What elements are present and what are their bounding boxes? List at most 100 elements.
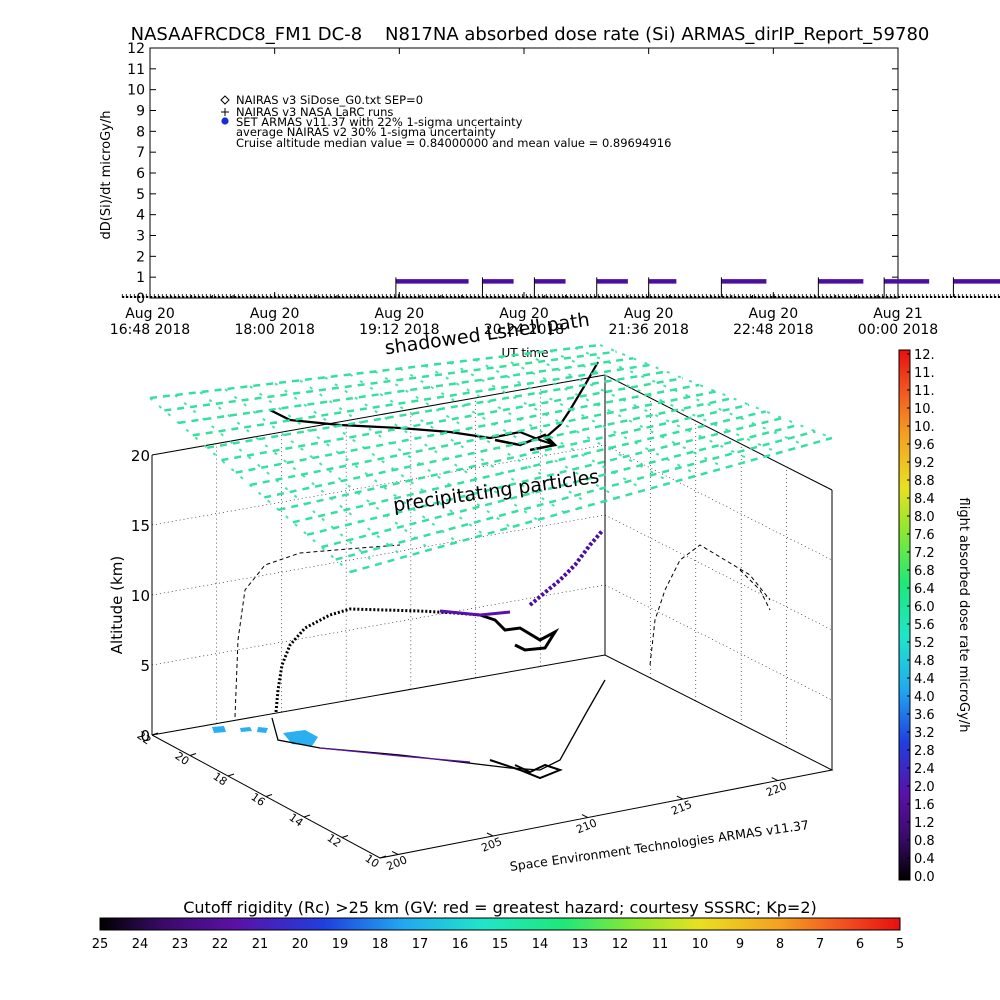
altitude-tick-label: 20: [131, 447, 150, 465]
latitude-tick-mark: [341, 835, 349, 838]
particle-grid-row: [278, 403, 750, 512]
latitude-tick-label: 12: [325, 831, 344, 850]
legend-entry-larc: NAIRAS v3 NASA LaRC runs: [236, 105, 393, 119]
x-tick-time: 18:00 2018: [234, 322, 314, 338]
rigidity-tick-label: 11: [652, 937, 669, 952]
rigidity-tick-label: 22: [212, 937, 229, 952]
back-wall-gridline: [151, 374, 606, 456]
side-wall-gridline: [604, 444, 833, 561]
y-tick-label: 0: [136, 291, 145, 307]
dose-colorbar-ticks: 12. 11. 11. 10. 10. 9.6 9.2 8.8 8.4 8.0 7.6 7.2 6.8 6…: [907, 348, 935, 885]
x-tick-day: Aug 20: [375, 306, 425, 322]
z-axis-label: Altitude (km): [108, 556, 126, 654]
y-tick-label: 5: [136, 187, 145, 203]
dose-tick-label: 3.2: [914, 726, 935, 741]
x-tick-time: 19:12 2018: [359, 322, 439, 338]
dose-tick-label: 4.8: [914, 654, 935, 669]
rigidity-tick-label: 18: [372, 937, 389, 952]
longitude-tick-mark: [391, 851, 399, 855]
rigidity-tick-label: 15: [492, 937, 509, 952]
rigidity-tick-label: 10: [692, 937, 709, 952]
y-tick-label: 7: [136, 145, 145, 161]
rigidity-tick-label: 19: [332, 937, 349, 952]
latitude-tick-label: 10: [363, 852, 382, 871]
annotation-precipitating-particles: precipitating particles: [392, 466, 601, 517]
latitude-tick-label: 16: [249, 790, 268, 809]
rigidity-tick-label: 20: [292, 937, 309, 952]
legend-entry-cruise: Cruise altitude median value = 0.8400000…: [236, 136, 671, 150]
y-axis-label: dD(Si)/dt microGy/h: [99, 111, 114, 240]
particle-grid-row: [292, 410, 766, 524]
latitude-tick-mark: [227, 773, 235, 777]
particle-grid-row: [164, 350, 617, 412]
altitude-tick-label: 0: [140, 727, 150, 745]
rigidity-tick-label: 16: [452, 937, 469, 952]
credit-text: Space Environment Technologies ARMAS v11…: [509, 817, 810, 874]
longitude-tick-mark: [581, 814, 589, 818]
rigidity-colorbar-ticks: 25 24 23 22 21 20 19 18 17 16 15 14 13 12 11 10 9 8 7 6 5: [92, 937, 904, 952]
x-tick-time: 20:24 2018: [484, 322, 564, 338]
rigidity-tick-label: 21: [252, 937, 269, 952]
back-wall-gridline: [151, 514, 606, 596]
dose-tick-label: 12.: [914, 348, 935, 363]
rigidity-tick-label: 24: [132, 937, 149, 952]
x-tick-day: Aug 20: [499, 306, 549, 322]
wall-grid: [151, 374, 833, 771]
altitude-ticks: 0 5 10 15 20: [131, 447, 150, 745]
ground-map: [212, 726, 318, 746]
dose-tick-label: 10.: [914, 420, 935, 435]
legend-entry-nairas-v2: average NAIRAS v2 30% 1-sigma uncertaint…: [236, 125, 496, 139]
altitude-tick-label: 10: [131, 587, 150, 605]
particle-grid-col: [249, 385, 458, 544]
longitude-tick-mark: [486, 832, 494, 837]
particle-grid-row: [192, 363, 650, 437]
dose-tick-label: 9.6: [914, 438, 935, 453]
dose-colorbar-label: flight absorbed dose rate microGy/h: [956, 498, 971, 733]
side-wall-gridline: [604, 654, 833, 771]
side-wall-gridline: [604, 374, 833, 491]
dose-tick-label: 11.: [914, 384, 935, 399]
y-tick-label: 11: [127, 62, 145, 78]
rigidity-tick-label: 12: [612, 937, 629, 952]
legend-entry-armas: SET ARMAS v11.37 with 22% 1-sigma uncert…: [236, 115, 523, 129]
x-tick-time: 22:48 2018: [733, 322, 813, 338]
back-wall-gridline: [151, 444, 606, 526]
dose-tick-label: 7.6: [914, 528, 935, 543]
dose-tick-label: 9.2: [914, 456, 935, 471]
latitude-tick-mark: [379, 855, 387, 859]
dose-tick-label: 3.6: [914, 708, 935, 723]
particle-grid-row: [178, 357, 634, 425]
dose-tick-label: 6.8: [914, 564, 935, 579]
dose-colorbar: 12. 11. 11. 10. 10. 9.6 9.2 8.8 8.4 8.0 7.6 7.2 6.8 6…: [898, 348, 935, 885]
particle-grid-col: [224, 388, 431, 551]
dose-tick-label: 8.8: [914, 474, 935, 489]
particle-grid-col: [149, 397, 351, 573]
dose-tick-label: 8.4: [914, 492, 935, 507]
dose-tick-label: 8.0: [914, 510, 935, 525]
latitude-tick-label: 18: [211, 770, 230, 789]
rigidity-tick-label: 7: [816, 937, 824, 952]
dose-tick-label: 2.8: [914, 744, 935, 759]
larc-marker-icon: [221, 108, 229, 116]
wall-projection: [234, 544, 771, 718]
latitude-tick-mark: [265, 794, 273, 797]
dose-tick-label: 5.6: [914, 618, 935, 633]
y-tick-label: 12: [127, 41, 145, 57]
y-tick-label: 4: [136, 208, 145, 224]
ground-track: [271, 679, 606, 780]
latitude-tick-mark: [151, 732, 159, 736]
latitude-tick-label: 20: [173, 749, 192, 768]
y-tick-label: 6: [136, 166, 145, 182]
dose-tick-label: 1.2: [914, 816, 935, 831]
nairas-marker-icon: [220, 95, 230, 105]
latitude-tick-label: 14: [287, 811, 306, 830]
rigidity-tick-label: 25: [92, 937, 109, 952]
dose-tick-label: 4.4: [914, 672, 935, 687]
y-tick-label: 10: [127, 83, 145, 99]
x-tick-time: 21:36 2018: [608, 322, 688, 338]
rigidity-colorbar-gradient: [99, 917, 901, 931]
legend-entry-nairas: NAIRAS v3 SiDose_G0.txt SEP=0: [236, 93, 423, 107]
rigidity-tick-label: 17: [412, 937, 429, 952]
